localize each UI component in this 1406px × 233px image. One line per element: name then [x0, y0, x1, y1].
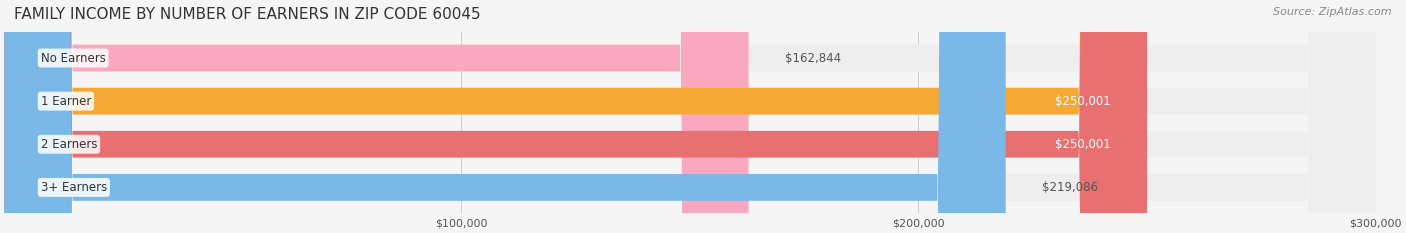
FancyBboxPatch shape	[4, 0, 748, 233]
FancyBboxPatch shape	[4, 0, 1147, 233]
Text: 2 Earners: 2 Earners	[41, 138, 97, 151]
Text: FAMILY INCOME BY NUMBER OF EARNERS IN ZIP CODE 60045: FAMILY INCOME BY NUMBER OF EARNERS IN ZI…	[14, 7, 481, 22]
FancyBboxPatch shape	[4, 0, 1375, 233]
FancyBboxPatch shape	[4, 0, 1375, 233]
Text: $162,844: $162,844	[785, 51, 841, 65]
Text: No Earners: No Earners	[41, 51, 105, 65]
FancyBboxPatch shape	[4, 0, 1005, 233]
FancyBboxPatch shape	[4, 0, 1147, 233]
Text: $250,001: $250,001	[1054, 95, 1111, 108]
Text: 1 Earner: 1 Earner	[41, 95, 91, 108]
Text: Source: ZipAtlas.com: Source: ZipAtlas.com	[1274, 7, 1392, 17]
FancyBboxPatch shape	[4, 0, 1375, 233]
Text: 3+ Earners: 3+ Earners	[41, 181, 107, 194]
Text: $250,001: $250,001	[1054, 138, 1111, 151]
FancyBboxPatch shape	[4, 0, 1375, 233]
Text: $219,086: $219,086	[1042, 181, 1098, 194]
